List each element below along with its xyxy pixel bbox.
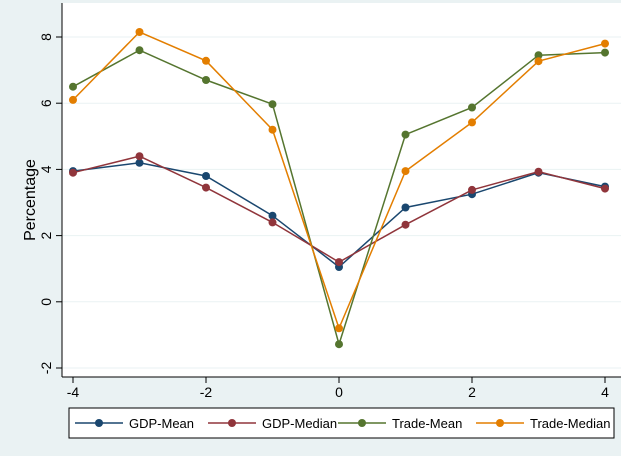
x-tick-label: -4 [67, 384, 80, 400]
point-gdp-mean [401, 203, 410, 212]
point-gdp-median [601, 184, 609, 193]
x-tick-label: 2 [468, 384, 476, 400]
point-trade-median [468, 118, 476, 127]
series-layer [69, 28, 609, 349]
point-gdp-median [468, 185, 476, 194]
legend-label: GDP-Mean [129, 416, 194, 431]
y-tick-label: 2 [38, 231, 54, 239]
point-gdp-median [401, 220, 410, 229]
point-gdp-median [69, 168, 77, 177]
legend: GDP-Mean GDP-Median Trade-Mean Trade-Median [75, 416, 610, 431]
point-gdp-median [268, 218, 277, 227]
point-gdp-mean [202, 172, 210, 180]
legend-swatch-marker [228, 419, 236, 427]
legend-label: Trade-Median [530, 416, 610, 431]
point-trade-mean [202, 76, 210, 84]
legend-item-trade-median: Trade-Median [476, 416, 610, 431]
point-trade-median [69, 95, 77, 104]
legend-swatch-marker [358, 419, 366, 427]
y-tick-label: 6 [38, 99, 54, 107]
legend-item-trade-mean: Trade-Mean [338, 416, 462, 431]
legend-item-gdp-median: GDP-Median [208, 416, 337, 431]
gridlines [62, 36, 621, 369]
point-trade-mean [401, 130, 410, 139]
point-trade-mean [534, 51, 543, 60]
legend-swatch-marker [496, 419, 504, 427]
point-trade-median [202, 56, 210, 65]
point-trade-mean [601, 48, 609, 57]
legend-label: GDP-Median [262, 416, 337, 431]
point-trade-mean [135, 46, 144, 55]
x-tick-label: -2 [200, 384, 213, 400]
point-trade-median [268, 125, 277, 134]
legend-swatch-marker [95, 419, 103, 427]
point-trade-median [335, 324, 343, 333]
point-trade-median [601, 39, 609, 48]
plot-area [62, 3, 621, 377]
point-gdp-median [202, 183, 210, 192]
legend-label: Trade-Mean [392, 416, 462, 431]
y-axis-title: Percentage [22, 159, 39, 241]
point-gdp-mean [135, 158, 144, 167]
point-trade-median [401, 167, 410, 176]
y-tick-label: -2 [38, 362, 54, 375]
point-trade-mean [335, 340, 343, 349]
point-trade-mean [268, 100, 277, 109]
y-tick-label: 8 [38, 33, 54, 41]
point-gdp-median [335, 258, 343, 267]
legend-item-gdp-mean: GDP-Mean [75, 416, 194, 431]
point-trade-mean [69, 82, 77, 91]
point-trade-median [534, 57, 543, 66]
x-tick-label: 4 [601, 384, 609, 400]
point-gdp-median [534, 167, 543, 176]
point-gdp-mean [268, 211, 277, 220]
x-tick-label: 0 [335, 384, 343, 400]
point-gdp-median [135, 152, 144, 161]
axes: -2 0 2 4 6 8 -4 -2 0 2 4 [38, 3, 621, 400]
point-trade-mean [468, 103, 476, 112]
y-tick-label: 0 [38, 298, 54, 306]
point-trade-median [135, 28, 144, 36]
y-tick-label: 4 [38, 165, 54, 173]
